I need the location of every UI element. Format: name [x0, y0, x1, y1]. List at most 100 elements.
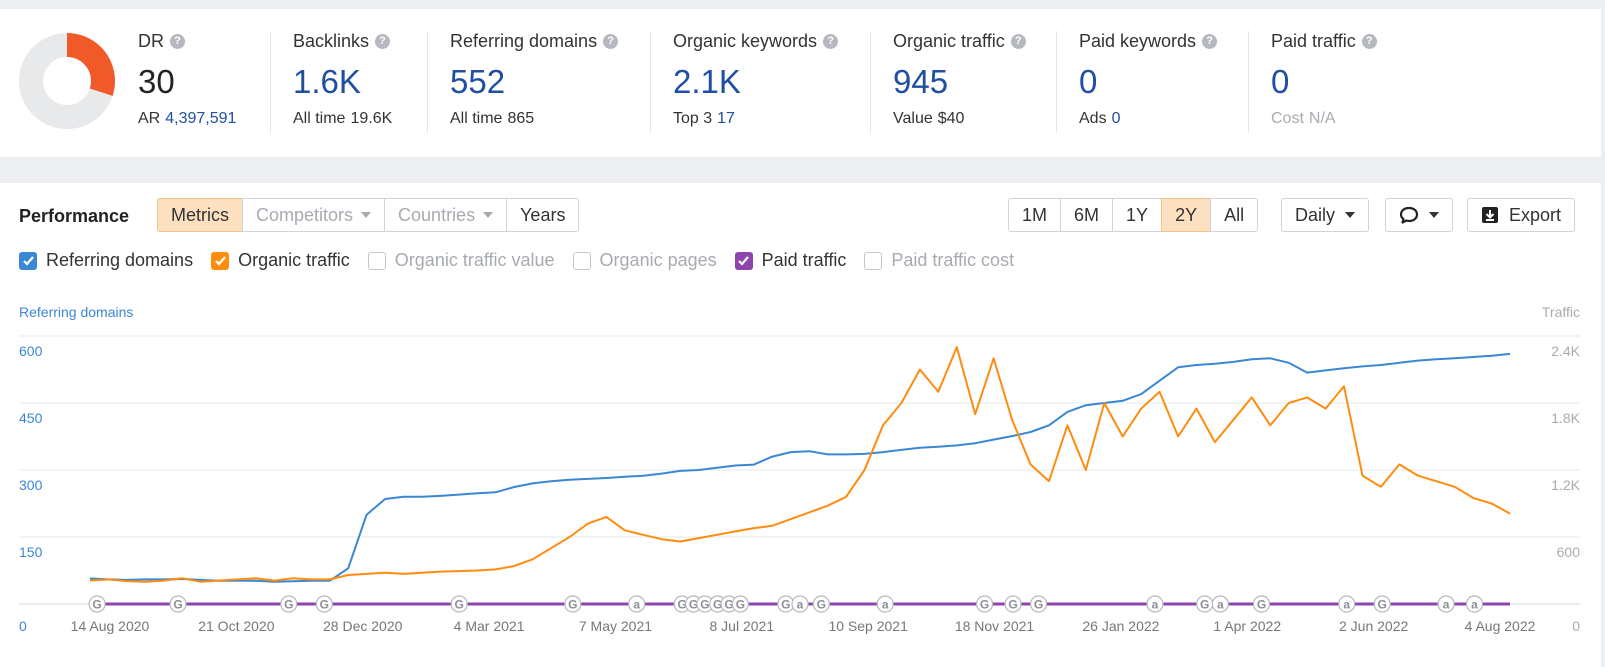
google-update-marker[interactable]: G — [1004, 595, 1022, 613]
top3-value[interactable]: 17 — [717, 110, 735, 127]
paidtraffic-label: Paid traffic — [1271, 31, 1356, 51]
tab-countries[interactable]: Countries — [384, 198, 508, 232]
performance-chart[interactable]: Referring domains Traffic 0 0 150 600 300 1.2K 4… — [0, 301, 1601, 667]
tab-metrics[interactable]: Metrics — [157, 198, 243, 232]
help-icon[interactable]: ? — [1361, 34, 1377, 49]
x-tick-label: 8 Jul 2021 — [710, 618, 775, 634]
paidtraffic-value[interactable]: 0 — [1271, 63, 1290, 100]
google-update-marker[interactable]: G — [88, 595, 106, 613]
caret-down-icon — [1429, 212, 1439, 218]
google-update-marker[interactable]: G — [280, 595, 298, 613]
left-tick-label: 450 — [19, 410, 43, 426]
svg-text:G: G — [781, 598, 790, 612]
svg-text:G: G — [817, 598, 826, 612]
annotation-marker[interactable]: a — [791, 595, 809, 613]
refdomains-value[interactable]: 552 — [450, 63, 506, 100]
google-update-marker[interactable]: G — [315, 595, 333, 613]
checkbox-unchecked[interactable] — [367, 251, 386, 270]
export-label: Export — [1509, 204, 1562, 225]
svg-text:a: a — [882, 598, 889, 612]
metric-backlinks[interactable]: Backlinks? 1.6K All time 19.6K — [293, 31, 392, 143]
google-update-marker[interactable]: G — [1252, 595, 1271, 613]
checkbox-checked[interactable] — [211, 251, 230, 270]
export-button[interactable]: Export — [1467, 198, 1576, 232]
range-2y[interactable]: 2Y — [1161, 198, 1212, 232]
granularity-dropdown[interactable]: Daily — [1281, 198, 1370, 232]
x-tick-label: 10 Sep 2021 — [828, 618, 908, 634]
annotation-marker[interactable]: a — [1465, 595, 1484, 613]
help-icon[interactable]: ? — [375, 34, 391, 49]
checkbox-checked[interactable] — [734, 251, 753, 270]
annotation-marker[interactable]: a — [1338, 595, 1356, 613]
legend-organic-traffic-value[interactable]: Organic traffic value — [367, 250, 555, 271]
tab-years[interactable]: Years — [506, 198, 580, 232]
caret-down-icon — [361, 212, 372, 218]
right-axis-label: Traffic — [1542, 304, 1580, 320]
help-icon[interactable]: ? — [170, 34, 185, 49]
checkbox-unchecked[interactable] — [572, 251, 591, 270]
annotations-dropdown[interactable] — [1385, 198, 1453, 232]
annotation-marker[interactable]: a — [876, 595, 894, 613]
paidkw-value[interactable]: 0 — [1079, 63, 1098, 100]
range-6m[interactable]: 6M — [1060, 198, 1114, 232]
annotation-marker[interactable]: a — [1146, 595, 1164, 613]
svg-text:G: G — [1034, 598, 1043, 612]
legend-organic-traffic[interactable]: Organic traffic — [211, 250, 350, 271]
range-all[interactable]: All — [1210, 198, 1259, 232]
legend-paid-traffic-cost[interactable]: Paid traffic cost — [864, 250, 1014, 271]
legend-paid-traffic[interactable]: Paid traffic — [734, 250, 846, 271]
legend-organic-traffic-value-label: Organic traffic value — [394, 250, 555, 270]
annotation-marker[interactable]: a — [1437, 595, 1455, 613]
help-icon[interactable]: ? — [603, 34, 619, 49]
metric-organic-traffic[interactable]: Organic traffic? 945 Value $40 — [893, 31, 1026, 143]
svg-text:G: G — [173, 598, 182, 612]
google-update-marker[interactable]: G — [1373, 595, 1391, 613]
right-tick-label: 1.2K — [1551, 477, 1580, 493]
ads-value[interactable]: 0 — [1111, 110, 1121, 127]
svg-text:G: G — [689, 598, 698, 612]
metric-referring-domains[interactable]: Referring domains? 552 All time 865 — [450, 31, 619, 143]
google-update-marker[interactable]: G — [1196, 595, 1214, 613]
x-tick-label: 14 Aug 2020 — [71, 618, 150, 634]
annotation-marker[interactable]: a — [1211, 595, 1229, 613]
legend-organic-pages[interactable]: Organic pages — [572, 250, 717, 271]
checkbox-checked[interactable] — [19, 251, 37, 270]
svg-text:a: a — [633, 598, 640, 612]
google-update-marker[interactable]: G — [450, 595, 468, 613]
backlinks-alltime-value: 19.6K — [350, 110, 393, 127]
legend-organic-pages-label: Organic pages — [599, 250, 717, 270]
series-line-organic-traffic — [89, 346, 1511, 583]
metric-organic-keywords[interactable]: Organic keywords? 2.1K Top 3 17 — [673, 31, 839, 143]
google-update-marker[interactable]: G — [731, 595, 749, 613]
google-update-marker[interactable]: G — [975, 595, 994, 613]
download-icon — [1482, 207, 1498, 223]
checkbox-unchecked[interactable] — [864, 251, 883, 270]
annotation-marker[interactable]: a — [628, 595, 646, 613]
divider — [1056, 31, 1057, 133]
backlinks-value[interactable]: 1.6K — [293, 63, 361, 100]
google-update-marker[interactable]: G — [777, 595, 795, 613]
help-icon[interactable]: ? — [823, 34, 839, 49]
metric-paid-traffic[interactable]: Paid traffic? 0 Cost N/A — [1271, 31, 1377, 143]
range-1m[interactable]: 1M — [1008, 198, 1062, 232]
legend-referring-domains[interactable]: Referring domains — [19, 250, 193, 271]
google-update-marker[interactable]: G — [564, 595, 582, 613]
svg-text:G: G — [1200, 598, 1209, 612]
caret-down-icon — [483, 212, 494, 218]
metric-paid-keywords[interactable]: Paid keywords? 0 Ads 0 — [1079, 31, 1218, 143]
tab-years-label: Years — [520, 205, 566, 225]
orgtraffic-value[interactable]: 945 — [893, 63, 949, 100]
help-icon[interactable]: ? — [1010, 34, 1026, 49]
google-update-marker[interactable]: G — [1029, 595, 1048, 613]
x-tick-label: 4 Aug 2022 — [1465, 618, 1536, 634]
google-update-marker[interactable]: G — [169, 595, 187, 613]
range-1y[interactable]: 1Y — [1112, 198, 1163, 232]
left-tick-label: 300 — [19, 477, 43, 493]
orgtraffic-label: Organic traffic — [893, 31, 1005, 51]
help-icon[interactable]: ? — [1202, 34, 1218, 49]
google-update-marker[interactable]: G — [812, 595, 830, 613]
tab-competitors[interactable]: Competitors — [242, 198, 386, 232]
performance-panel: Performance Metrics Competitors Countrie… — [0, 183, 1601, 667]
orgkw-value[interactable]: 2.1K — [673, 63, 741, 100]
ar-value[interactable]: 4,397,591 — [165, 110, 237, 127]
